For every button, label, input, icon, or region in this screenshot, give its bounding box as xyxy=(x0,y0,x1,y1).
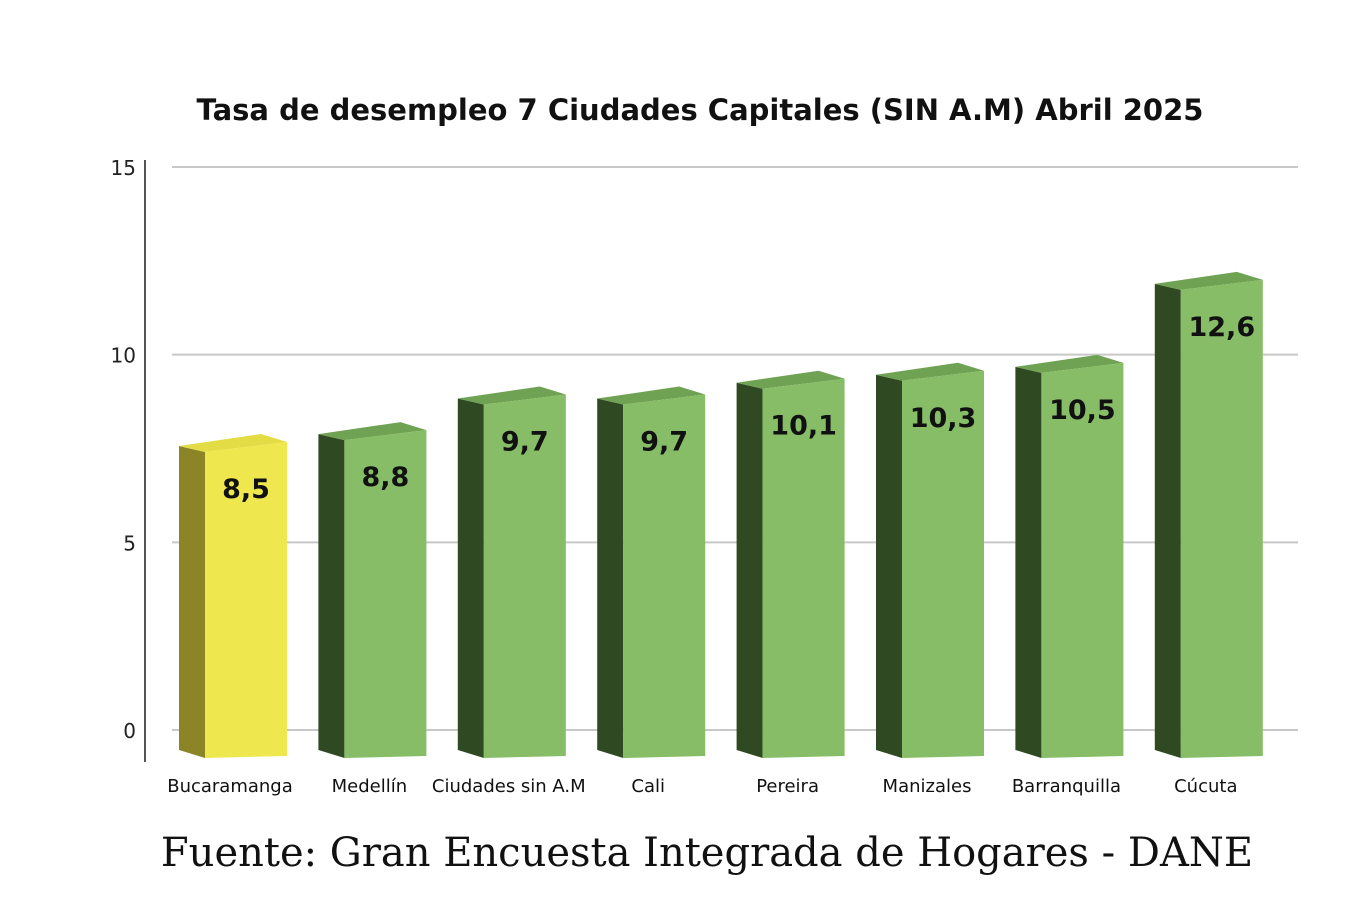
bar-side-face xyxy=(876,374,902,758)
bar-side-face xyxy=(457,398,484,758)
y-tick-label: 15 xyxy=(111,156,136,180)
x-tick-label: Manizales xyxy=(883,776,972,797)
data-label: 10,1 xyxy=(770,411,837,442)
y-tick-label: 0 xyxy=(123,719,136,743)
data-label: 8,8 xyxy=(361,462,409,493)
bar-top-face xyxy=(457,386,566,405)
bar: 10,1 xyxy=(736,370,845,758)
data-label: 10,3 xyxy=(910,403,977,434)
bar-top-face xyxy=(179,433,287,452)
bar-front-face xyxy=(1041,362,1124,758)
bar-top-face xyxy=(597,386,706,405)
bar: 10,3 xyxy=(876,362,984,758)
chart-title: Tasa de desempleo 7 Ciudades Capitales (… xyxy=(197,93,1204,127)
x-tick-label: Cali xyxy=(631,776,665,797)
x-tick-label: Pereira xyxy=(756,776,819,797)
x-tick-label: Medellín xyxy=(332,776,408,797)
bar-front-face xyxy=(762,378,845,758)
bar: 9,7 xyxy=(597,386,706,758)
bar-top-face xyxy=(1015,354,1124,373)
bar-front-face xyxy=(344,430,427,758)
data-label: 9,7 xyxy=(640,427,688,458)
y-tick-label: 10 xyxy=(111,344,136,368)
x-tick-label: Ciudades sin A.M xyxy=(432,776,586,797)
data-label: 12,6 xyxy=(1188,312,1255,343)
bar-side-face xyxy=(1015,366,1042,758)
bar-front-face xyxy=(1180,279,1263,758)
bar: 12,6 xyxy=(1154,271,1263,758)
x-tick-label: Cúcuta xyxy=(1174,776,1237,797)
bar-side-face xyxy=(318,434,345,758)
y-tick-label: 5 xyxy=(123,531,136,555)
bar-front-face xyxy=(902,370,984,758)
bar-side-face xyxy=(736,382,763,758)
bar: 10,5 xyxy=(1015,354,1124,758)
data-label: 8,5 xyxy=(222,474,270,505)
bar: 8,8 xyxy=(318,422,427,758)
bar: 9,7 xyxy=(457,386,566,758)
bar-top-face xyxy=(736,370,845,389)
bar-side-face xyxy=(597,398,624,758)
bar-top-face xyxy=(876,362,984,381)
x-tick-label: Barranquilla xyxy=(1012,776,1121,797)
bar: 8,5 xyxy=(179,433,287,758)
bar-top-face xyxy=(1154,271,1263,290)
bar-side-face xyxy=(1154,283,1181,758)
data-label: 10,5 xyxy=(1049,395,1116,426)
bar-front-face xyxy=(205,441,287,758)
bar-top-face xyxy=(318,422,427,441)
data-label: 9,7 xyxy=(501,427,549,458)
bar-front-face xyxy=(623,394,706,758)
source-note: Fuente: Gran Encuesta Integrada de Hogar… xyxy=(161,830,1253,876)
bar-front-face xyxy=(483,394,566,758)
bar-side-face xyxy=(179,445,205,758)
x-tick-label: Bucaramanga xyxy=(167,776,293,797)
